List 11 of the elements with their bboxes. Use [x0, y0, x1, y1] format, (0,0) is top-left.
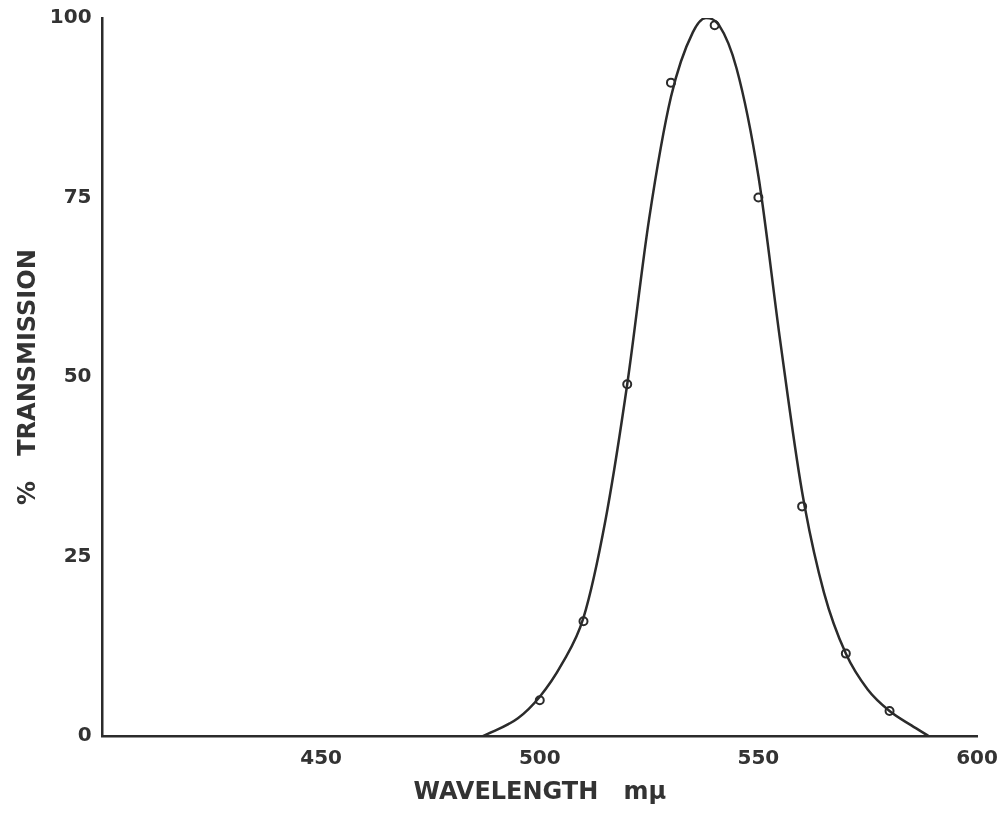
y-tick-label: 75: [63, 183, 92, 208]
y-tick-label: 50: [63, 363, 92, 388]
y-tick-label: 25: [63, 542, 92, 567]
y-tick-label: 0: [77, 722, 92, 747]
x-tick-label: 550: [737, 745, 780, 770]
x-tick-label: 500: [518, 745, 561, 770]
y-axis-title: % TRANSMISSION: [12, 249, 41, 505]
x-tick-label: 450: [300, 745, 343, 770]
x-tick-label: 600: [956, 745, 998, 770]
x-axis-title: WAVELENGTH mμ: [413, 776, 667, 805]
y-tick-label: 100: [49, 4, 92, 29]
